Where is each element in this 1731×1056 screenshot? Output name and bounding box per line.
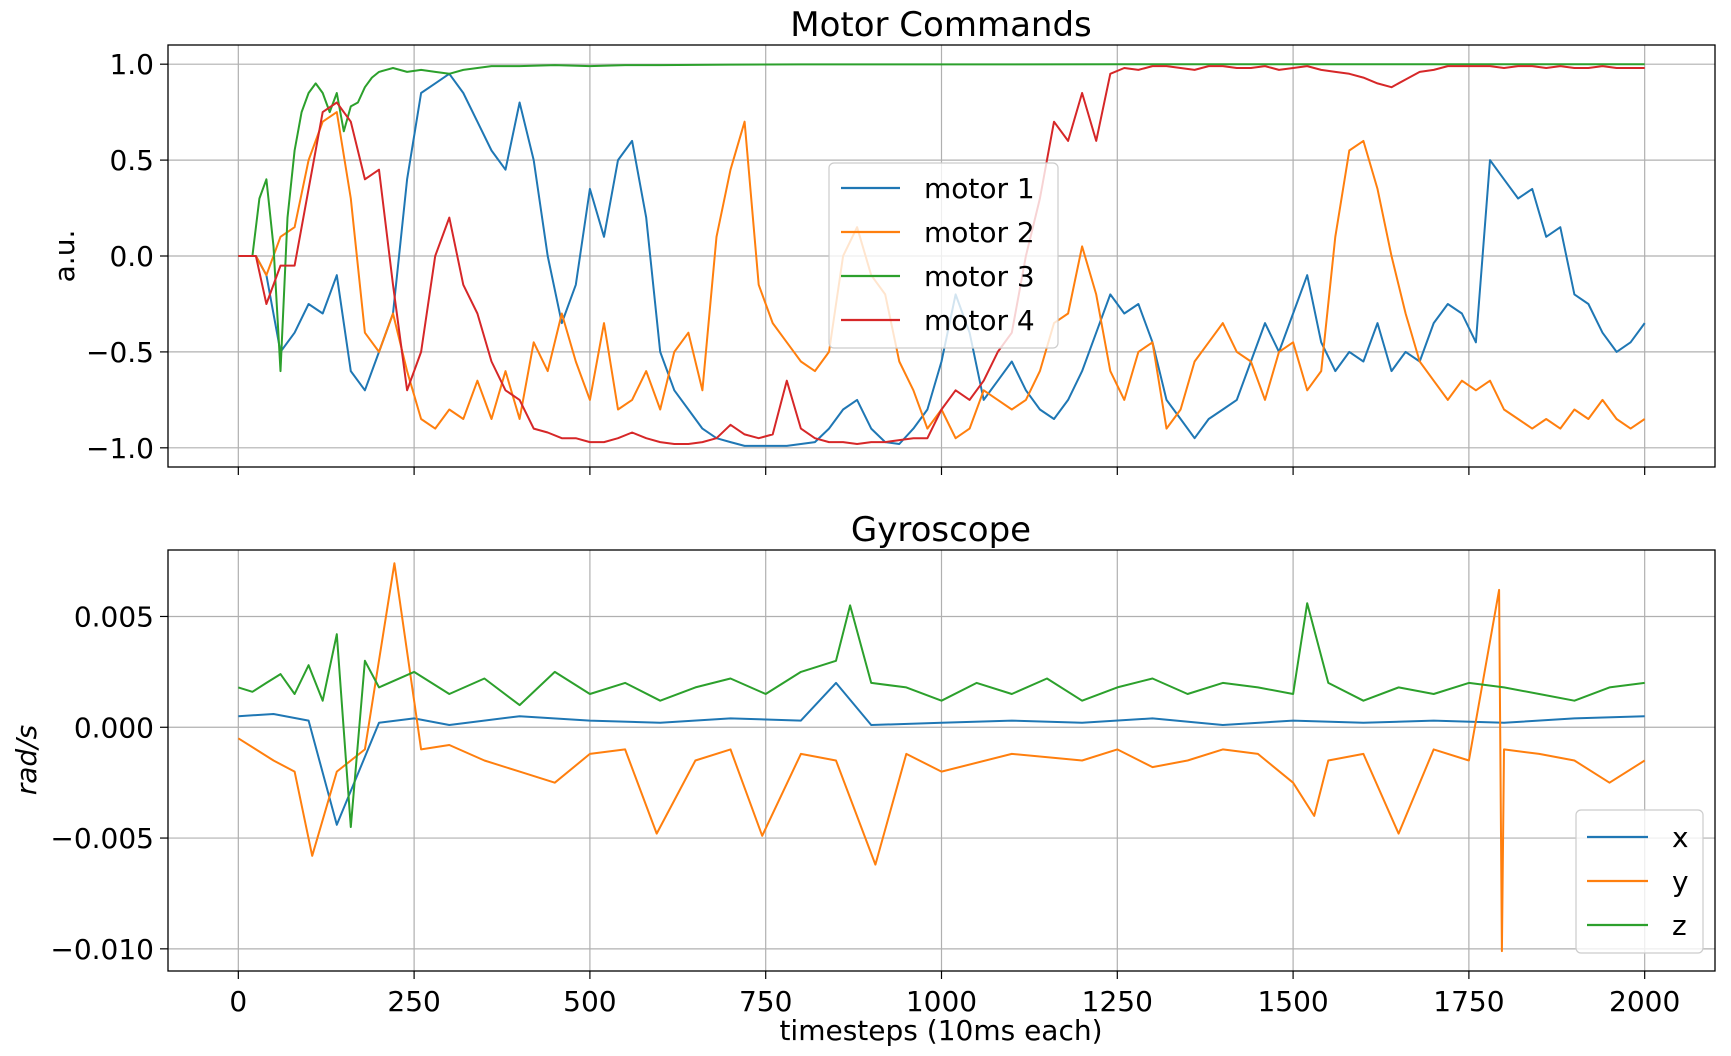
gyroscope-xtick-label: 1000	[906, 985, 977, 1018]
legend-label-y: y	[1672, 865, 1689, 898]
motor-commands-line-motor-4	[238, 65, 1645, 445]
gyroscope-xtick-label: 500	[563, 985, 616, 1018]
gyroscope-ylabel: rad/s	[10, 725, 43, 795]
motor-commands-frame	[167, 44, 1716, 468]
gyroscope-line-y	[237, 562, 1646, 953]
motor-commands-line-motor-1	[238, 72, 1646, 447]
gyroscope-grid	[168, 550, 1715, 971]
motor-commands-series	[238, 63, 1646, 447]
gyroscope-xtick-label: 0	[229, 985, 247, 1018]
gyroscope-xtick-label: 750	[739, 985, 792, 1018]
gyroscope-xlabel: timesteps (10ms each)	[779, 1014, 1102, 1047]
gyroscope-ytick-label: −0.005	[50, 822, 154, 855]
legend-label-x: x	[1672, 821, 1689, 854]
legend-label-motor-2: motor 2	[924, 216, 1035, 249]
gyroscope-xtick-label: 250	[387, 985, 440, 1018]
gyroscope-xticks: 0 250 500 750 1000 1250 1500 1750 2000	[229, 971, 1680, 1018]
gyroscope-panel: Gyroscope rad/s timesteps (10ms each) 0.…	[10, 510, 1716, 1047]
motor-commands-title: Motor Commands	[790, 5, 1092, 45]
gyroscope-ytick-label: −0.010	[50, 933, 154, 966]
legend-label-motor-3: motor 3	[924, 260, 1035, 293]
legend-label-z: z	[1672, 909, 1687, 942]
motor-commands-ytick-label: 1.0	[109, 48, 154, 81]
gyroscope-ytick-label: 0.005	[74, 600, 154, 633]
gyroscope-xtick-label: 2000	[1609, 985, 1680, 1018]
gyroscope-xtick-label: 1250	[1082, 985, 1153, 1018]
motor-commands-legend: motor 1 motor 2 motor 3 motor 4	[828, 162, 1059, 349]
motor-commands-xticks	[237, 467, 1646, 475]
gyroscope-xtick-label: 1500	[1257, 985, 1328, 1018]
gyroscope-title: Gyroscope	[851, 510, 1031, 550]
legend-label-motor-4: motor 4	[924, 304, 1035, 337]
motor-commands-ytick-label: −1.0	[86, 432, 154, 465]
gyroscope-line-z	[238, 602, 1645, 828]
motor-commands-line-motor-3	[238, 63, 1645, 373]
gyroscope-line-x	[238, 681, 1645, 826]
motor-commands-ytick-label: 0.0	[109, 240, 154, 273]
motor-commands-ylabel: a.u.	[48, 230, 81, 283]
legend-label-motor-1: motor 1	[924, 172, 1035, 205]
motor-commands-ytick-label: −0.5	[86, 336, 154, 369]
gyroscope-yticks: 0.005 0.000 −0.005 −0.010	[50, 600, 168, 966]
motor-commands-ytick-label: 0.5	[109, 144, 154, 177]
gyroscope-series	[237, 562, 1646, 953]
motor-commands-panel: Motor Commands a.u. 1.0 0.5 0.0 −0.5 −1.0 mo…	[48, 5, 1716, 475]
gyroscope-ytick-label: 0.000	[74, 711, 154, 744]
gyroscope-frame	[167, 549, 1716, 972]
gyroscope-legend: x y z	[1575, 809, 1704, 954]
gyroscope-xtick-label: 1750	[1433, 985, 1504, 1018]
motor-commands-yticks: 1.0 0.5 0.0 −0.5 −1.0	[86, 48, 168, 465]
